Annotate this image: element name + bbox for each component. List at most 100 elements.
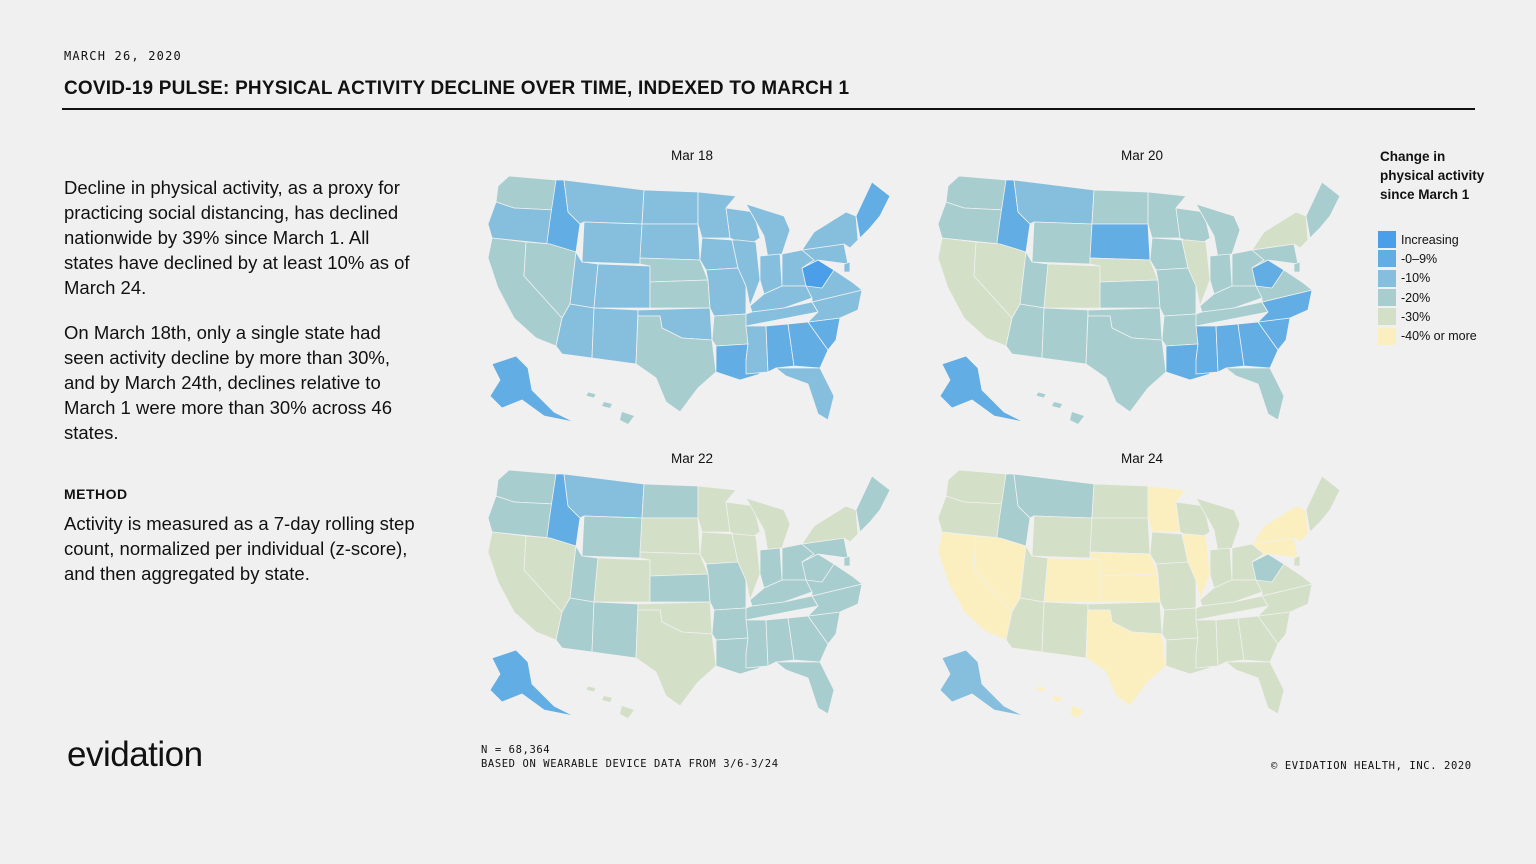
state-ne [639, 257, 709, 283]
legend-swatch [1378, 269, 1396, 287]
legend-label: -0–9% [1401, 251, 1438, 266]
legend-item: Increasing [1378, 230, 1477, 249]
sample-size: N = 68,364 [481, 744, 551, 756]
legend-label: -10% [1401, 271, 1431, 286]
us-map-3 [487, 469, 891, 718]
state-sd [1089, 223, 1151, 261]
state-wy [581, 515, 643, 559]
state-mo [1155, 561, 1197, 611]
legend-title: Change in physical activity since March … [1380, 149, 1485, 202]
state-fl [1225, 661, 1285, 715]
state-sd [639, 223, 701, 261]
legend-item: -20% [1378, 288, 1477, 307]
summary-paragraph-1: Decline in physical activity, as a proxy… [64, 177, 410, 298]
state-nm [591, 601, 639, 659]
state-hi-island [1070, 412, 1084, 424]
state-ar [1161, 607, 1199, 641]
state-tx [635, 609, 717, 707]
state-ks [649, 279, 711, 309]
state-wy [581, 221, 643, 265]
us-map-2 [937, 175, 1341, 424]
state-hi-island [602, 696, 612, 702]
state-mo [1155, 267, 1197, 317]
state-ne_us [1305, 181, 1341, 239]
state-ak [489, 355, 575, 423]
state-hi [1035, 391, 1047, 399]
state-al [1215, 323, 1245, 373]
state-ms [1195, 325, 1219, 375]
legend-label: -20% [1401, 290, 1431, 305]
state-al [765, 617, 795, 667]
report-date: MARCH 26, 2020 [64, 49, 182, 63]
state-nm [1041, 307, 1089, 365]
state-md-de [1293, 555, 1301, 567]
legend-label: -30% [1401, 309, 1431, 324]
state-ga [787, 321, 829, 369]
state-md-de [1293, 261, 1301, 273]
legend-label: Increasing [1401, 232, 1459, 247]
state-sd [639, 517, 701, 555]
state-nd [641, 189, 699, 225]
state-ms [1195, 619, 1219, 669]
state-hi-island [620, 412, 634, 424]
method-heading: METHOD [64, 486, 128, 502]
copyright: © EVIDATION HEALTH, INC. 2020 [1271, 760, 1472, 772]
state-ak [939, 649, 1025, 717]
state-ga [1237, 321, 1279, 369]
state-ny [1251, 505, 1309, 545]
legend-swatch [1378, 289, 1396, 307]
evidation-logo: evidation [67, 735, 203, 774]
state-mt [563, 473, 645, 519]
state-md-de [843, 261, 851, 273]
state-ks [649, 573, 711, 603]
state-co [593, 263, 651, 309]
legend-label: -40% or more [1401, 329, 1477, 344]
state-ar [711, 607, 749, 641]
state-ne_us [855, 475, 891, 533]
map-title-1: Mar 18 [670, 148, 714, 163]
state-ne [1089, 551, 1159, 577]
state-ne_us [855, 181, 891, 239]
state-ga [1237, 615, 1279, 663]
legend-item: -10% [1378, 269, 1477, 288]
state-wy [1031, 221, 1093, 265]
us-map-4 [937, 469, 1341, 718]
state-mo [705, 267, 747, 317]
map-title-4: Mar 24 [1120, 451, 1164, 466]
state-md-de [843, 555, 851, 567]
state-ny [801, 211, 859, 251]
data-source: BASED ON WEARABLE DEVICE DATA FROM 3/6-3… [481, 758, 779, 770]
state-ks [1099, 279, 1161, 309]
title-divider [62, 108, 1475, 110]
state-ne [639, 551, 709, 577]
state-ms [745, 325, 769, 375]
legend-item: -40% or more [1378, 326, 1477, 345]
state-tx [635, 315, 717, 413]
legend-item: -30% [1378, 307, 1477, 326]
map-title-2: Mar 20 [1120, 148, 1164, 163]
state-co [1043, 557, 1101, 603]
state-nm [591, 307, 639, 365]
map-title-3: Mar 22 [670, 451, 714, 466]
state-ak [939, 355, 1025, 423]
state-mo [705, 561, 747, 611]
state-hi-island [1070, 706, 1084, 718]
state-co [593, 557, 651, 603]
state-il [731, 239, 761, 307]
state-tx [1085, 609, 1167, 707]
state-hi-island [1052, 402, 1062, 408]
state-fl [775, 367, 835, 421]
state-mt [563, 179, 645, 225]
summary-paragraph-2: On March 18th, only a single state had s… [64, 322, 393, 443]
legend-swatch [1378, 231, 1396, 249]
state-ar [1161, 313, 1199, 347]
state-il [1181, 239, 1211, 307]
state-co [1043, 263, 1101, 309]
state-hi-island [602, 402, 612, 408]
state-tx [1085, 315, 1167, 413]
us-map-1 [487, 175, 891, 424]
state-fl [1225, 367, 1285, 421]
state-ms [745, 619, 769, 669]
state-il [1181, 533, 1211, 601]
state-al [1215, 617, 1245, 667]
